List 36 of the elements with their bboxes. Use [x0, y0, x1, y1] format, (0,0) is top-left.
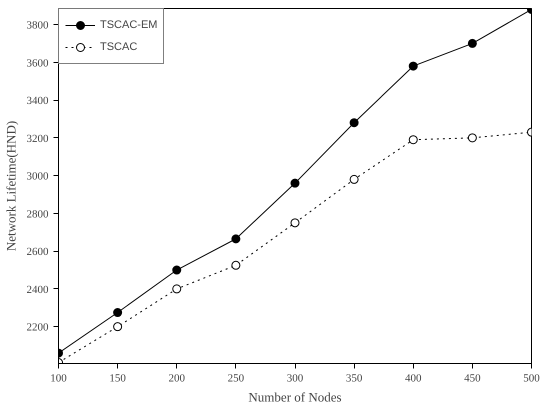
y-tick-label: 3800: [26, 20, 49, 32]
x-tick-label: 150: [109, 372, 126, 384]
legend-label: TSCAC-EM: [100, 19, 158, 31]
point: [408, 135, 418, 144]
point: [113, 308, 122, 318]
x-tick-label: 350: [346, 372, 363, 384]
point: [113, 322, 122, 332]
legend-label: TSCAC: [100, 41, 138, 53]
y-tick-label: 2200: [26, 322, 49, 334]
point: [350, 174, 359, 184]
x-tick-label: 100: [50, 372, 68, 384]
x-tick-label: 250: [228, 372, 245, 384]
x-axis-title: Number of Nodes: [248, 390, 342, 404]
point: [468, 38, 477, 48]
y-axis-title: Network Lifetime(HND): [4, 120, 18, 252]
point: [172, 284, 182, 294]
x-tick-label: 200: [168, 372, 186, 384]
y-tick-label: 2400: [26, 284, 49, 296]
x-tick-label: 450: [464, 372, 482, 384]
point: [172, 266, 182, 275]
point: [468, 133, 477, 142]
y-tick-label: 3400: [26, 95, 49, 108]
point: [408, 62, 418, 71]
y-tick-label: 3600: [26, 57, 49, 70]
y-tick-label: 2800: [26, 208, 49, 220]
y-tick-label: 2600: [26, 246, 49, 258]
point: [290, 218, 300, 228]
x-tick-label: 300: [286, 372, 304, 384]
x-tick-label: 400: [405, 372, 422, 384]
point: [231, 260, 240, 270]
point: [290, 178, 300, 188]
y-tick-label: 3200: [26, 132, 49, 145]
y-tick-label: 3000: [26, 170, 49, 183]
point: [231, 234, 240, 244]
point: [350, 118, 359, 128]
x-tick-label: 500: [523, 372, 540, 384]
